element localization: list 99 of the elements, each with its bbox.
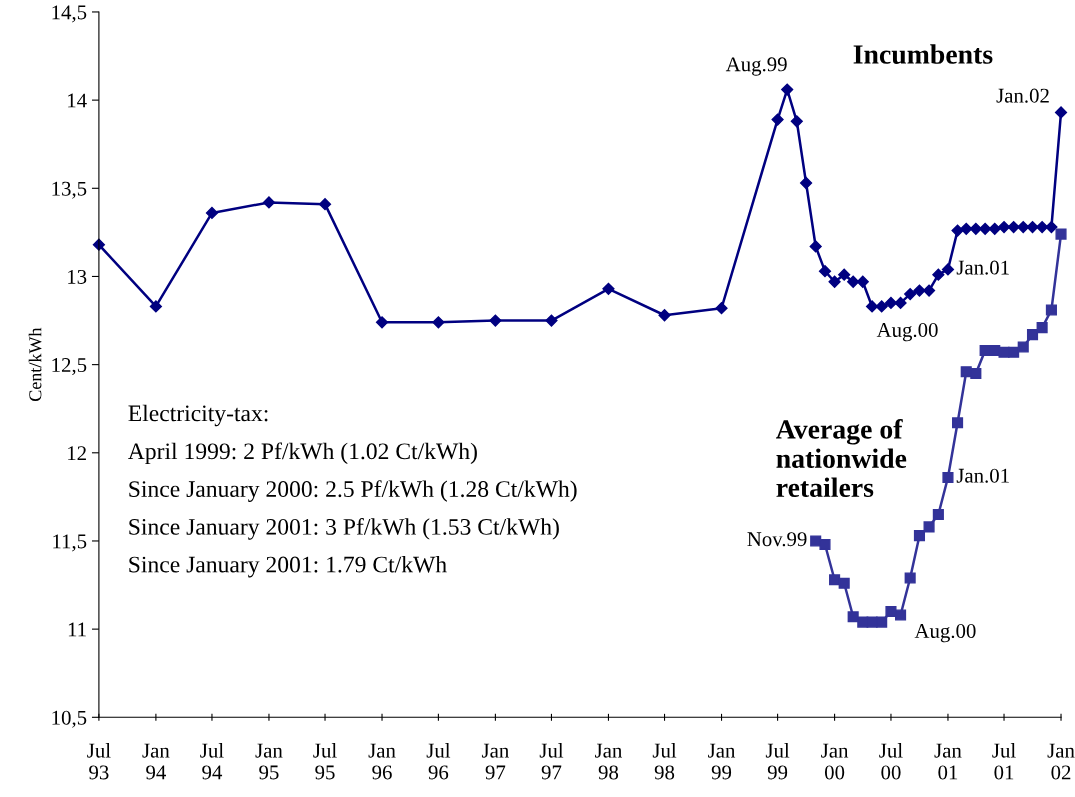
point: [828, 275, 841, 288]
point: [1036, 322, 1048, 334]
point: [997, 220, 1011, 234]
y-tick-label: 12,5: [52, 358, 87, 376]
point: [970, 367, 982, 380]
annotation: Electricity-tax:: [128, 404, 268, 427]
point: [904, 287, 917, 301]
x-tick-label: Jul 93: [87, 742, 111, 780]
point: [375, 316, 389, 329]
point: [545, 314, 558, 327]
x-tick-label: Jul 95: [313, 742, 337, 780]
point: [876, 616, 888, 628]
x-tick-label: Jan 94: [142, 743, 170, 780]
annotation: Since January 2000: 2.5 Pf/kWh (1.28 Ct/kWh): [129, 480, 577, 502]
x-tick-label: Jul 94: [200, 742, 224, 780]
point: [205, 206, 219, 220]
y-tick-label: 11: [68, 622, 86, 637]
point: [781, 83, 794, 96]
point: [913, 530, 926, 542]
point: [262, 196, 276, 209]
text: Incumbents: [853, 44, 993, 64]
x-tick-label: Jan 00: [821, 743, 849, 780]
point: [884, 296, 898, 310]
x-tick-label: Jan 98: [595, 743, 623, 780]
point: [318, 198, 332, 211]
point: [838, 577, 850, 589]
point: [149, 300, 162, 313]
point: [1026, 329, 1039, 341]
x-tick-label: Jan 01: [934, 743, 962, 780]
x-tick-label: Jul 98: [652, 742, 677, 780]
point: [715, 302, 728, 315]
point: [1055, 228, 1067, 240]
point: [1045, 304, 1057, 316]
y-tick-label: 14: [68, 93, 87, 108]
point: [998, 346, 1010, 358]
point: [865, 300, 879, 313]
point: [932, 268, 945, 281]
point: [932, 508, 944, 521]
x-tick-label: Jan 97: [481, 743, 509, 780]
point: [847, 611, 859, 623]
annotation: Since January 2001: 1.79 Ct/kWh: [129, 555, 447, 578]
y-axis-title: Cent/kWh: [28, 327, 42, 401]
point: [1007, 220, 1020, 234]
x-tick-label: Jan 99: [708, 743, 736, 780]
point: [1017, 341, 1029, 353]
y-tick-label: 13,5: [52, 181, 87, 199]
annotation: Jan.01: [956, 468, 1009, 483]
point: [1017, 220, 1030, 234]
point: [771, 113, 784, 126]
annotation: Nov.99: [747, 532, 807, 547]
series-label: Average of nationwide retailers: [776, 418, 907, 498]
x-tick-label: Jul 96: [426, 742, 451, 780]
point: [1036, 220, 1049, 234]
point: [942, 471, 954, 484]
point: [818, 265, 832, 278]
point: [923, 521, 935, 533]
point: [952, 417, 964, 429]
point: [951, 224, 964, 237]
point: [489, 314, 502, 327]
point: [913, 284, 926, 297]
y-tick-label: 11,5: [53, 534, 87, 552]
annotation: Since January 2001: 3 Pf/kWh (1.53 Ct/kWh): [129, 517, 559, 540]
x-tick-label: Jul 99: [765, 742, 790, 780]
point: [895, 609, 907, 621]
x-tick-label: Jul 97: [539, 742, 564, 780]
point: [1008, 346, 1020, 358]
point: [894, 296, 907, 310]
point: [819, 538, 831, 551]
y-tick-label: 12: [68, 446, 86, 461]
point: [790, 115, 803, 128]
point: [809, 240, 822, 253]
point: [432, 316, 445, 329]
y-tick-label: 13: [68, 269, 87, 284]
point: [857, 616, 869, 628]
point: [1054, 106, 1068, 119]
x-tick-label: Jul 01: [992, 742, 1016, 780]
y-tick-label: 10,5: [52, 710, 87, 728]
annotation: Jan.01: [956, 260, 1009, 275]
x-tick-label: Jan 02: [1047, 743, 1075, 780]
point: [602, 282, 615, 295]
point: [799, 176, 813, 190]
annotation: Aug.99: [725, 57, 787, 76]
annotation: April 1999: 2 Pf/kWh (1.02 Ct/kWh): [128, 442, 477, 465]
point: [810, 535, 822, 547]
point: [829, 574, 841, 586]
point: [885, 605, 897, 618]
annotation: Jan.02: [996, 88, 1049, 103]
point: [922, 284, 936, 297]
point: [941, 263, 955, 276]
x-tick-label: Jul 00: [879, 742, 903, 780]
y-tick-label: 14,5: [52, 5, 87, 23]
point: [838, 268, 851, 281]
annotation: Aug.00: [914, 623, 976, 643]
x-tick-label: Jan 95: [255, 743, 283, 780]
point: [1045, 220, 1058, 234]
point: [904, 572, 916, 584]
annotation: Aug.00: [876, 322, 938, 342]
point: [658, 309, 671, 322]
x-tick-label: Jan 96: [368, 743, 396, 780]
